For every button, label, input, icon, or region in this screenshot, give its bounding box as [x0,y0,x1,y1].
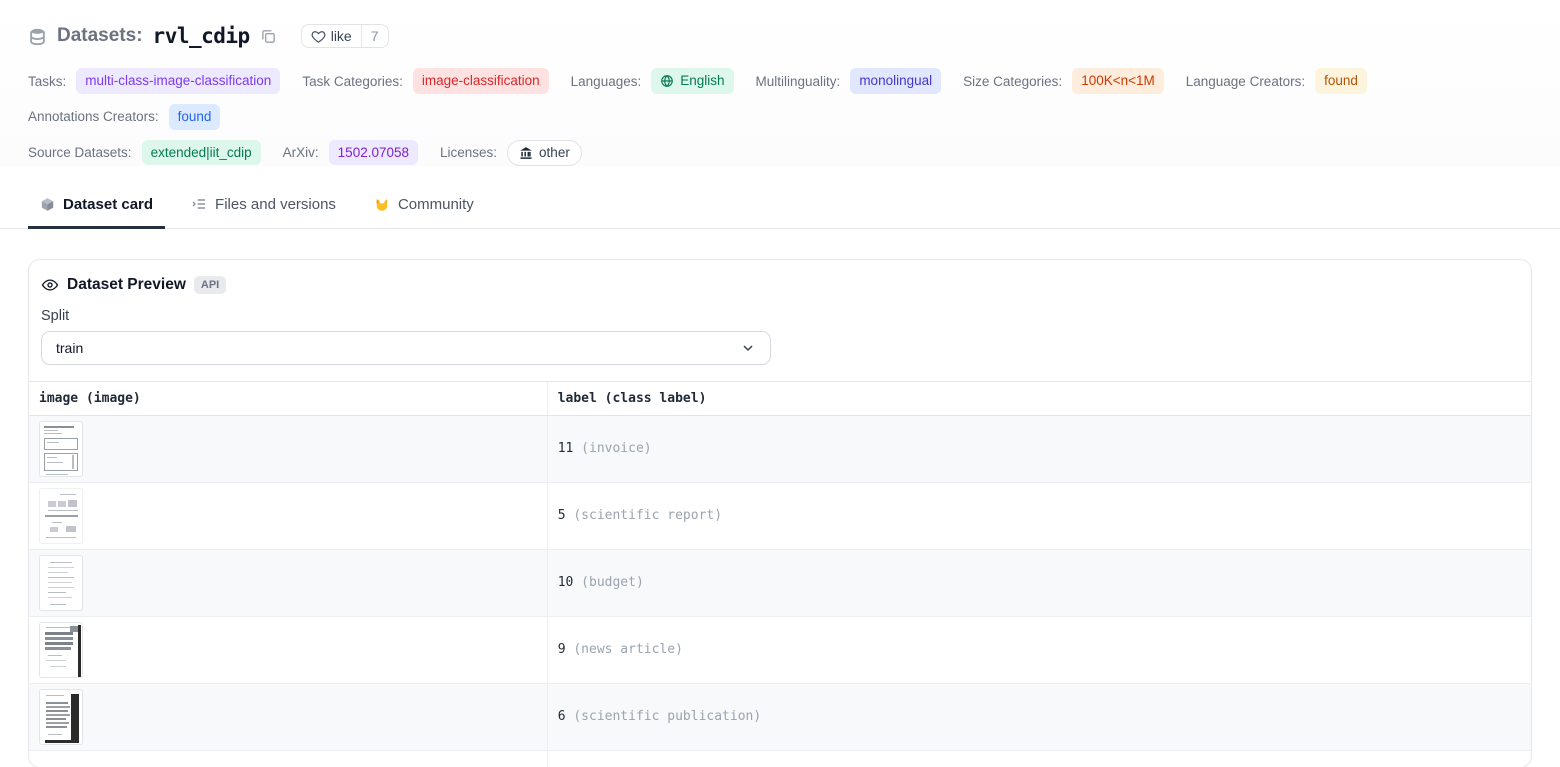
tag-badge-licenses[interactable]: other [507,139,582,166]
tag-badge-multilinguality[interactable]: monolingual [850,68,942,94]
chevron-down-icon [740,340,756,356]
table-row: 9 (news article) [29,616,1531,684]
tab-files-and-versions[interactable]: Files and versions [179,188,348,229]
tag-badge-size-categories[interactable]: 100K<n<1M [1072,68,1164,94]
split-select[interactable]: train [41,330,771,365]
label-cell: 5 (scientific report) [546,482,1531,550]
split-label: Split [41,307,70,324]
section-label: Datasets: [57,25,143,46]
versions-icon [191,196,207,212]
table-row: 11 (invoice) [29,415,1531,483]
document-thumbnail-scientific-publication [39,688,83,745]
table-row: 10 (budget) [29,549,1531,617]
globe-icon [660,74,674,88]
tag-label-tasks: Tasks: [28,73,67,89]
label-cell [546,750,1531,767]
tag-label-arxiv: ArXiv: [282,145,319,160]
split-selected-value: train [56,339,84,356]
column-header-image: image (image) [29,380,548,416]
dataset-name: rvl_cdip [152,24,251,48]
document-thumbnail-budget [39,554,83,611]
copy-icon[interactable] [260,28,277,45]
tag-rows: Tasks: multi-class-image-classification … [28,68,1532,166]
tab-community[interactable]: Community [362,188,486,229]
tag-label-task-categories: Task Categories: [302,73,403,89]
tag-badge-language-creators[interactable]: found [1315,68,1367,94]
heart-icon [311,29,326,44]
table-row: 6 (scientific publication) [29,683,1531,751]
tab-label: Files and versions [215,195,336,213]
tag-badge-arxiv[interactable]: 1502.07058 [328,139,418,166]
tag-badge-languages[interactable]: English [651,68,734,94]
tab-label: Dataset card [63,195,154,213]
tag-label-licenses: Licenses: [440,145,498,160]
eye-icon [41,276,59,294]
cube-icon [40,197,55,212]
label-cell: 10 (budget) [546,549,1531,617]
api-badge[interactable]: API [193,275,227,294]
tag-label-annotations-creators: Annotations Creators: [28,109,159,125]
tag-badge-annotations-creators[interactable]: found [168,104,221,130]
main-area: Dataset Preview API Split train image (i… [0,228,1560,767]
like-label: like [330,28,352,44]
table-header-row: image (image) label (class label) [29,380,1531,416]
label-cell: 6 (scientific publication) [546,683,1531,751]
column-header-label: label (class label) [546,380,1531,416]
tag-label-multilinguality: Multilinguality: [755,73,841,89]
label-cell: 11 (invoice) [546,415,1531,483]
like-count[interactable]: 7 [360,25,388,47]
document-thumbnail-invoice [39,420,83,477]
document-thumbnail-news-article [39,621,83,678]
preview-table: image (image) label (class label) [29,380,1531,767]
tag-label-size-categories: Size Categories: [963,73,1063,89]
title-row: Datasets: rvl_cdip like 7 [28,24,1532,48]
tag-row-2: Source Datasets: extended|iit_cdip ArXiv… [28,139,1532,166]
preview-title: Dataset Preview [67,275,186,293]
tag-label-language-creators: Language Creators: [1185,73,1306,89]
table-row [29,750,1531,767]
tab-bar: Dataset card Files and versions Communit… [0,166,1560,229]
community-icon [374,196,390,212]
tag-badge-task-categories[interactable]: image-classification [412,68,549,94]
tag-badge-tasks[interactable]: multi-class-image-classification [76,68,281,94]
tab-label: Community [397,195,474,213]
tab-dataset-card[interactable]: Dataset card [28,188,166,229]
page-header: Datasets: rvl_cdip like 7 Tasks: multi-c… [0,0,1560,166]
tag-badge-source-datasets[interactable]: extended|iit_cdip [141,139,261,166]
like-button[interactable]: like 7 [300,24,389,48]
tag-label-languages: Languages: [570,73,642,89]
table-row: 5 (scientific report) [29,482,1531,550]
document-thumbnail-scientific-report [39,487,83,544]
tag-label-source-datasets: Source Datasets: [28,145,132,160]
database-icon [28,27,47,46]
label-cell: 9 (news article) [546,616,1531,684]
landmark-icon [519,146,533,160]
tag-row-1: Tasks: multi-class-image-classification … [28,68,1532,130]
dataset-preview-card: Dataset Preview API Split train image (i… [28,258,1532,767]
